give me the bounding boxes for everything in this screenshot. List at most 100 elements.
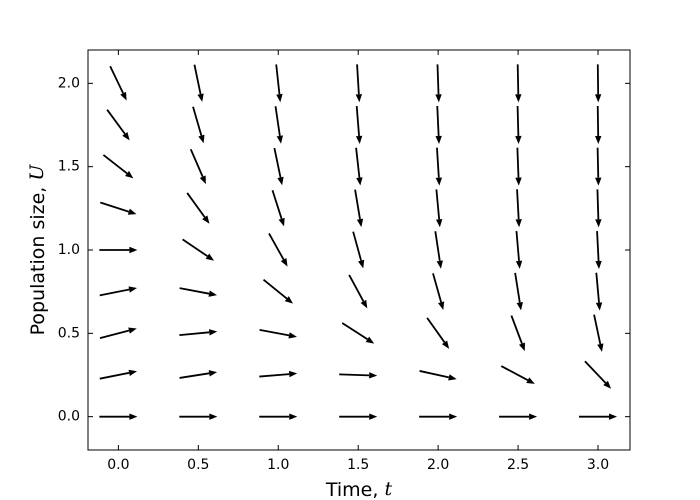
- arrow-head: [441, 340, 450, 349]
- arrow: [595, 272, 603, 311]
- arrow-shaft: [500, 365, 529, 381]
- arrow-head: [435, 94, 442, 103]
- arrow: [179, 329, 218, 337]
- arrow: [274, 106, 284, 144]
- arrow-head: [515, 260, 523, 269]
- arrow: [499, 413, 538, 420]
- x-tick-label: 0.5: [187, 457, 209, 473]
- arrow-shaft: [510, 315, 523, 344]
- y-tick-label: 2.0: [58, 75, 80, 91]
- x-axis-label: Time, t: [325, 478, 393, 500]
- arrow-head: [120, 91, 127, 101]
- arrow: [102, 154, 134, 179]
- arrow-head: [449, 413, 458, 420]
- arrow-head: [603, 380, 612, 389]
- arrow: [515, 105, 522, 144]
- arrow: [339, 413, 378, 420]
- arrow-shaft: [179, 372, 210, 379]
- arrow-head: [435, 177, 443, 186]
- arrow-shaft: [436, 147, 440, 178]
- arrow-shaft: [179, 287, 210, 295]
- arrow-shaft: [193, 64, 202, 95]
- arrow-shaft: [99, 329, 130, 339]
- arrow-shaft: [514, 272, 521, 303]
- y-tick-label: 0.0: [58, 409, 80, 425]
- arrow: [99, 246, 138, 254]
- arrow-head: [516, 302, 523, 311]
- arrow-shaft: [259, 373, 290, 378]
- arrow: [348, 274, 368, 309]
- arrow-shaft: [189, 148, 204, 178]
- arrow-head: [278, 217, 285, 227]
- arrow-head: [280, 258, 288, 267]
- y-label-symbol: U: [26, 164, 48, 181]
- arrow-head: [208, 370, 218, 377]
- arrow: [179, 413, 218, 420]
- arrow-head: [208, 329, 218, 336]
- arrow-head: [595, 135, 602, 144]
- arrow-head: [515, 177, 522, 186]
- arrow-head: [358, 259, 365, 269]
- arrow-head: [518, 342, 525, 352]
- arrow: [352, 231, 365, 269]
- arrow-shaft: [354, 189, 361, 220]
- y-tick-label: 1.5: [58, 159, 80, 175]
- arrow: [355, 64, 363, 103]
- arrow-head: [355, 94, 363, 103]
- arrow-shaft: [596, 147, 600, 178]
- arrow-shaft: [259, 328, 290, 337]
- arrow: [595, 147, 602, 186]
- arrow: [355, 105, 363, 144]
- arrow: [435, 147, 443, 186]
- arrow: [510, 315, 525, 352]
- x-label-symbol: t: [384, 478, 392, 500]
- arrow-shaft: [596, 230, 600, 262]
- arrow: [99, 413, 138, 420]
- arrow-head: [529, 413, 538, 420]
- arrow-shaft: [516, 105, 520, 137]
- arrow: [273, 147, 284, 186]
- arrow-head: [128, 369, 138, 377]
- arrow: [99, 369, 138, 380]
- arrow-shaft: [355, 105, 360, 137]
- arrow: [419, 370, 457, 381]
- arrow: [259, 328, 297, 339]
- arrow-head: [277, 176, 284, 186]
- arrow-shaft: [99, 288, 130, 297]
- arrow-shaft: [179, 331, 210, 337]
- arrow-head: [595, 219, 602, 228]
- arrow-shaft: [432, 273, 442, 303]
- arrow-head: [356, 218, 364, 228]
- arrow: [419, 413, 458, 420]
- arrow-shaft: [435, 189, 441, 220]
- arrow: [579, 413, 618, 420]
- x-tick-label: 3.0: [587, 457, 609, 473]
- arrow: [189, 148, 206, 185]
- arrow-shaft: [268, 232, 285, 261]
- arrow-shaft: [434, 231, 441, 262]
- arrow-head: [436, 260, 443, 269]
- arrow-shaft: [186, 192, 206, 218]
- arrow: [275, 64, 283, 103]
- arrow: [595, 230, 602, 269]
- arrow: [182, 238, 215, 261]
- arrow-head: [448, 374, 457, 381]
- arrow-shaft: [356, 64, 360, 95]
- arrow: [434, 231, 443, 269]
- arrow-shaft: [419, 370, 450, 379]
- arrow-head: [595, 177, 602, 186]
- arrow-shaft: [355, 147, 361, 178]
- x-tick-label: 2.0: [427, 457, 449, 473]
- arrow-shaft: [109, 65, 124, 94]
- arrow-head: [369, 413, 378, 420]
- arrow: [515, 230, 523, 269]
- arrow: [595, 105, 602, 144]
- arrow-head: [197, 93, 204, 102]
- y-tick-label: 0.5: [58, 325, 80, 341]
- arrow-shaft: [515, 230, 520, 262]
- arrow-head: [609, 413, 618, 420]
- y-label-text: Population size,: [27, 187, 49, 336]
- arrow: [594, 64, 602, 103]
